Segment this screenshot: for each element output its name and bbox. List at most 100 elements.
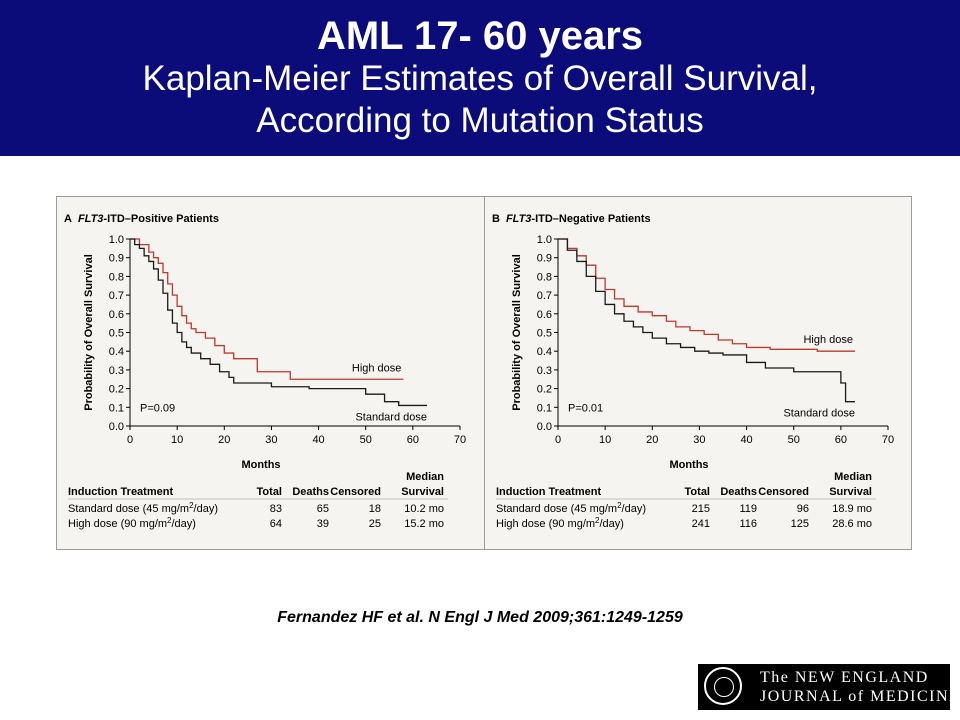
- table-cell-censored: 96: [797, 503, 809, 515]
- x-tick-label: 50: [360, 434, 372, 446]
- table-cell-median: 15.2 mo: [404, 518, 444, 530]
- x-tick-label: 0: [555, 434, 561, 446]
- table-header: Induction Treatment: [68, 486, 173, 498]
- panel-letter: B: [492, 213, 500, 225]
- table-header: Deaths: [720, 486, 757, 498]
- table-cell-total: 215: [692, 503, 710, 515]
- x-tick-label: 50: [788, 434, 800, 446]
- x-tick-label: 60: [407, 434, 419, 446]
- chart-panel-b: B FLT3-ITD–Negative Patients 0.0 0.1 0.2 0.3 0…: [492, 213, 894, 530]
- x-tick-label: 10: [599, 434, 611, 446]
- standard-dose-curve: [558, 238, 855, 403]
- table-row-label-part: 2: [167, 516, 172, 525]
- x-tick-label: 20: [218, 434, 230, 446]
- table-cell-deaths: 65: [317, 503, 329, 515]
- table-row-label: High dose (90 mg/m2/day): [496, 516, 624, 530]
- x-tick-label: 70: [454, 434, 466, 446]
- high-dose-label: High dose: [803, 334, 853, 346]
- y-axis-label: Probability of Overall Survival: [511, 254, 523, 411]
- y-tick-label: 0.3: [109, 365, 124, 377]
- y-tick-label: 0.7: [537, 290, 552, 302]
- y-tick-label: 1.0: [537, 234, 552, 246]
- table-row-label-part: High dose (90 mg/m: [496, 518, 595, 530]
- high-dose-curve: [130, 238, 404, 380]
- x-axis-label: Months: [669, 459, 708, 471]
- x-tick-label: 0: [127, 434, 133, 446]
- x-tick-label: 30: [693, 434, 705, 446]
- x-tick-label: 10: [171, 434, 183, 446]
- standard-dose-label: Standard dose: [355, 411, 427, 423]
- table-row-label-part: /day): [622, 503, 646, 515]
- table-row-label-part: /day): [600, 518, 624, 530]
- p-value: P=0.09: [140, 402, 175, 414]
- table-header: Total: [685, 486, 710, 498]
- y-tick-label: 0.5: [537, 328, 552, 340]
- panel-letter: A: [64, 213, 72, 225]
- table-header: Deaths: [292, 486, 329, 498]
- table-cell-censored: 18: [369, 503, 381, 515]
- table-header: Median: [834, 471, 872, 483]
- y-tick-label: 0.1: [109, 402, 124, 414]
- x-tick-label: 40: [312, 434, 324, 446]
- slide-subtitle-line2: According to Mutation Status: [256, 101, 704, 140]
- table-row-label-part: Standard dose (45 mg/m: [68, 503, 189, 515]
- panel-title-gene: FLT3: [78, 213, 103, 225]
- table-row-label-part: /day): [172, 518, 196, 530]
- x-tick-label: 70: [882, 434, 894, 446]
- table-row-label-part: 2: [189, 501, 194, 510]
- panel-title-rest: -ITD–Positive Patients: [103, 213, 219, 225]
- table-header: Censored: [758, 486, 809, 498]
- nejm-logo: The NEW ENGLAND JOURNAL of MEDICINE: [698, 664, 959, 710]
- y-tick-label: 0.7: [109, 290, 124, 302]
- table-cell-median: 28.6 mo: [832, 518, 872, 530]
- panel-title: A FLT3-ITD–Positive Patients: [64, 213, 219, 225]
- y-tick-label: 0.8: [537, 271, 552, 283]
- y-tick-label: 0.6: [109, 309, 124, 321]
- citation: Fernandez HF et al. N Engl J Med 2009;36…: [277, 609, 683, 626]
- table-row-label-part: 2: [617, 501, 622, 510]
- table-cell-total: 64: [270, 518, 282, 530]
- y-tick-label: 0.4: [537, 346, 552, 358]
- table-row-label: Standard dose (45 mg/m2/day): [68, 501, 218, 515]
- x-axis-label: Months: [241, 459, 280, 471]
- table-header: Survival: [401, 486, 444, 498]
- panel-title-gene: FLT3: [506, 213, 531, 225]
- table-cell-deaths: 39: [317, 518, 329, 530]
- x-tick-label: 40: [740, 434, 752, 446]
- y-tick-label: 0.9: [537, 253, 552, 265]
- standard-dose-label: Standard dose: [783, 408, 855, 420]
- table-header: Total: [257, 486, 282, 498]
- table-header: Induction Treatment: [496, 486, 601, 498]
- y-tick-label: 1.0: [109, 234, 124, 246]
- table-cell-deaths: 119: [739, 503, 757, 515]
- logo-line2: JOURNAL of MEDICINE: [760, 688, 960, 705]
- y-tick-label: 0.3: [537, 365, 552, 377]
- y-tick-label: 0.9: [109, 253, 124, 265]
- table-row-label-part: High dose (90 mg/m: [68, 518, 167, 530]
- y-tick-label: 0.5: [109, 328, 124, 340]
- table-header: Censored: [330, 486, 381, 498]
- y-axis-label: Probability of Overall Survival: [83, 254, 95, 411]
- panel-divider: [484, 196, 485, 550]
- x-tick-label: 60: [835, 434, 847, 446]
- chart-panel-a: A FLT3-ITD–Positive Patients 0.0 0.1 0.2 0.3 0…: [64, 213, 466, 530]
- table-row-label-part: Standard dose (45 mg/m: [496, 503, 617, 515]
- y-tick-label: 0.8: [109, 271, 124, 283]
- panel-title-rest: -ITD–Negative Patients: [531, 213, 650, 225]
- x-tick-label: 20: [646, 434, 658, 446]
- standard-dose-curve: [130, 238, 427, 407]
- x-tick-label: 30: [265, 434, 277, 446]
- y-tick-label: 0.2: [109, 384, 124, 396]
- y-tick-label: 0.2: [537, 384, 552, 396]
- table-row-label: High dose (90 mg/m2/day): [68, 516, 196, 530]
- y-tick-label: 0.1: [537, 402, 552, 414]
- table-cell-deaths: 116: [739, 518, 757, 530]
- y-tick-label: 0.0: [537, 421, 552, 433]
- table-header: Median: [406, 471, 444, 483]
- table-row-label: Standard dose (45 mg/m2/day): [496, 501, 646, 515]
- high-dose-curve: [558, 238, 855, 352]
- p-value: P=0.01: [568, 402, 603, 414]
- table-cell-median: 10.2 mo: [404, 503, 444, 515]
- logo-line1: The NEW ENGLAND: [760, 669, 929, 686]
- panel-title: B FLT3-ITD–Negative Patients: [492, 213, 651, 225]
